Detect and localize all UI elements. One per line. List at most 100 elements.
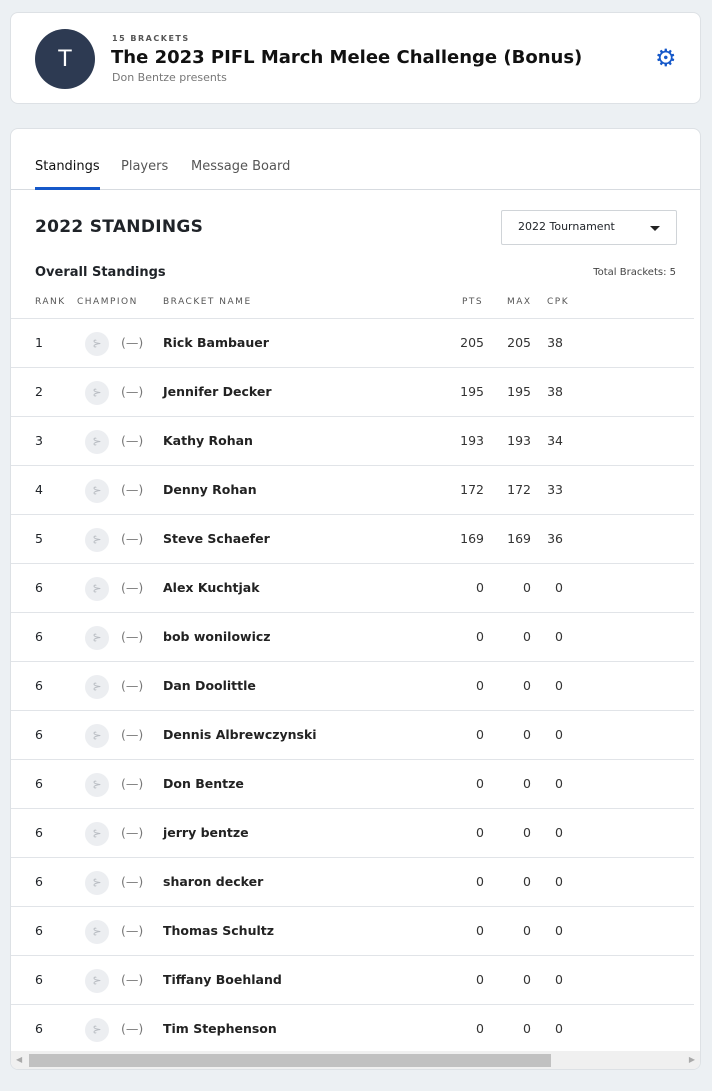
bracket-icon: ⊱ bbox=[85, 479, 109, 503]
cpk: 38 bbox=[547, 335, 563, 350]
standings-card: Standings Players Message Board 2022 STA… bbox=[10, 128, 701, 1070]
bracket-name[interactable]: Alex Kuchtjak bbox=[163, 580, 260, 595]
tab-message-board[interactable]: Message Board bbox=[191, 159, 291, 174]
col-cpk: CPK bbox=[547, 297, 570, 307]
col-pts: PTS bbox=[462, 297, 484, 307]
max: 0 bbox=[523, 923, 531, 938]
champion: (—) bbox=[121, 629, 144, 644]
table-row[interactable]: 6 ⊱ (—) Thomas Schultz 0 0 0 bbox=[11, 906, 694, 955]
bracket-name[interactable]: Tim Stephenson bbox=[163, 1021, 277, 1036]
bracket-icon: ⊱ bbox=[85, 675, 109, 699]
champion: (—) bbox=[121, 433, 144, 448]
champion: (—) bbox=[121, 482, 144, 497]
bracket-name[interactable]: Thomas Schultz bbox=[163, 923, 275, 938]
presenter: Don Bentze presents bbox=[112, 71, 227, 84]
table-row[interactable]: 6 ⊱ (—) Dan Doolittle 0 0 0 bbox=[11, 661, 694, 710]
max: 0 bbox=[523, 678, 531, 693]
standings-title: 2022 STANDINGS bbox=[35, 217, 204, 237]
pts: 193 bbox=[460, 433, 484, 448]
champion: (—) bbox=[121, 678, 144, 693]
bracket-count: 15 BRACKETS bbox=[112, 34, 190, 43]
table-row[interactable]: 4 ⊱ (—) Denny Rohan 172 172 33 bbox=[11, 465, 694, 514]
bracket-header: T 15 BRACKETS The 2023 PIFL March Melee … bbox=[10, 12, 701, 104]
champion: (—) bbox=[121, 923, 144, 938]
table-row[interactable]: 6 ⊱ (—) Tim Stephenson 0 0 0 bbox=[11, 1004, 694, 1053]
bracket-name[interactable]: Kathy Rohan bbox=[163, 433, 253, 448]
horizontal-scrollbar[interactable]: ◀ ▶ bbox=[11, 1051, 700, 1069]
tab-bar: Standings Players Message Board bbox=[11, 129, 700, 190]
champion: (—) bbox=[121, 1021, 144, 1036]
bracket-name[interactable]: sharon decker bbox=[163, 874, 264, 889]
rank: 6 bbox=[35, 923, 43, 938]
table-row[interactable]: 6 ⊱ (—) Tiffany Boehland 0 0 0 bbox=[11, 955, 694, 1004]
cpk: 0 bbox=[555, 874, 563, 889]
bracket-icon: ⊱ bbox=[85, 528, 109, 552]
table-row[interactable]: 2 ⊱ (—) Jennifer Decker 195 195 38 bbox=[11, 367, 694, 416]
pts: 0 bbox=[476, 825, 484, 840]
bracket-name[interactable]: Steve Schaefer bbox=[163, 531, 270, 546]
tab-standings[interactable]: Standings bbox=[35, 159, 100, 190]
cpk: 0 bbox=[555, 727, 563, 742]
bracket-name[interactable]: Don Bentze bbox=[163, 776, 244, 791]
champion: (—) bbox=[121, 972, 144, 987]
pts: 169 bbox=[460, 531, 484, 546]
champion: (—) bbox=[121, 825, 144, 840]
scrollbar-thumb[interactable] bbox=[29, 1054, 551, 1067]
max: 195 bbox=[507, 384, 531, 399]
table-row[interactable]: 6 ⊱ (—) Alex Kuchtjak 0 0 0 bbox=[11, 563, 694, 612]
cpk: 34 bbox=[547, 433, 563, 448]
pts: 0 bbox=[476, 972, 484, 987]
table-row[interactable]: 6 ⊱ (—) sharon decker 0 0 0 bbox=[11, 857, 694, 906]
pts: 0 bbox=[476, 727, 484, 742]
bracket-name[interactable]: Jennifer Decker bbox=[163, 384, 272, 399]
cpk: 0 bbox=[555, 678, 563, 693]
bracket-icon: ⊱ bbox=[85, 381, 109, 405]
rank: 6 bbox=[35, 629, 43, 644]
rank: 2 bbox=[35, 384, 43, 399]
avatar: T bbox=[35, 29, 95, 89]
bracket-name[interactable]: Dan Doolittle bbox=[163, 678, 256, 693]
bracket-name[interactable]: Tiffany Boehland bbox=[163, 972, 282, 987]
rank: 1 bbox=[35, 335, 43, 350]
bracket-name[interactable]: Rick Bambauer bbox=[163, 335, 269, 350]
pts: 0 bbox=[476, 629, 484, 644]
bracket-name[interactable]: bob wonilowicz bbox=[163, 629, 271, 644]
scroll-right-icon[interactable]: ▶ bbox=[688, 1055, 695, 1064]
rank: 5 bbox=[35, 531, 43, 546]
cpk: 36 bbox=[547, 531, 563, 546]
table-row[interactable]: 6 ⊱ (—) bob wonilowicz 0 0 0 bbox=[11, 612, 694, 661]
rank: 6 bbox=[35, 776, 43, 791]
cpk: 38 bbox=[547, 384, 563, 399]
table-row[interactable]: 6 ⊱ (—) Don Bentze 0 0 0 bbox=[11, 759, 694, 808]
cpk: 0 bbox=[555, 629, 563, 644]
bracket-icon: ⊱ bbox=[85, 1018, 109, 1042]
rank: 6 bbox=[35, 580, 43, 595]
champion: (—) bbox=[121, 874, 144, 889]
pts: 205 bbox=[460, 335, 484, 350]
rank: 6 bbox=[35, 972, 43, 987]
max: 193 bbox=[507, 433, 531, 448]
bracket-icon: ⊱ bbox=[85, 332, 109, 356]
bracket-name[interactable]: jerry bentze bbox=[163, 825, 249, 840]
rank: 6 bbox=[35, 678, 43, 693]
pts: 0 bbox=[476, 923, 484, 938]
max: 0 bbox=[523, 580, 531, 595]
rank: 3 bbox=[35, 433, 43, 448]
tournament-select[interactable]: 2022 Tournament bbox=[501, 210, 677, 245]
table-row[interactable]: 6 ⊱ (—) jerry bentze 0 0 0 bbox=[11, 808, 694, 857]
standings-table: 1 ⊱ (—) Rick Bambauer 205 205 38 2 ⊱ (—) … bbox=[11, 318, 694, 1053]
table-row[interactable]: 1 ⊱ (—) Rick Bambauer 205 205 38 bbox=[11, 318, 694, 367]
cpk: 33 bbox=[547, 482, 563, 497]
bracket-name[interactable]: Dennis Albrewczynski bbox=[163, 727, 317, 742]
bracket-icon: ⊱ bbox=[85, 724, 109, 748]
cpk: 0 bbox=[555, 972, 563, 987]
champion: (—) bbox=[121, 776, 144, 791]
table-row[interactable]: 3 ⊱ (—) Kathy Rohan 193 193 34 bbox=[11, 416, 694, 465]
table-row[interactable]: 5 ⊱ (—) Steve Schaefer 169 169 36 bbox=[11, 514, 694, 563]
bracket-icon: ⊱ bbox=[85, 871, 109, 895]
gear-icon[interactable]: ⚙ bbox=[655, 44, 677, 72]
bracket-name[interactable]: Denny Rohan bbox=[163, 482, 257, 497]
scroll-left-icon[interactable]: ◀ bbox=[16, 1055, 23, 1064]
tab-players[interactable]: Players bbox=[121, 159, 169, 174]
table-row[interactable]: 6 ⊱ (—) Dennis Albrewczynski 0 0 0 bbox=[11, 710, 694, 759]
